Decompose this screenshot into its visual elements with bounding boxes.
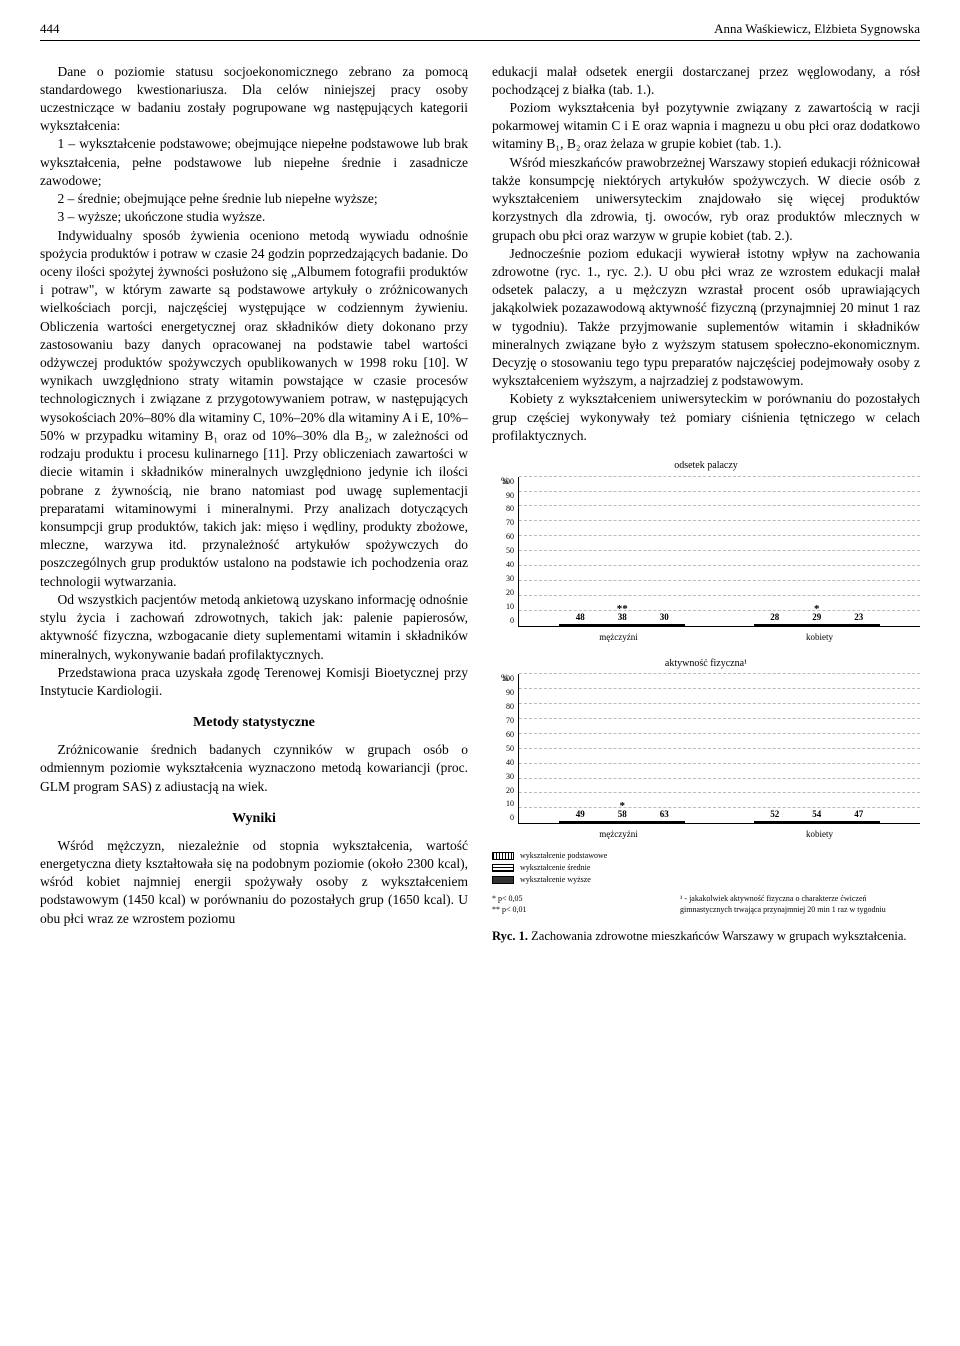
x-label-women: kobiety [719,828,920,840]
bar: 58 [601,821,643,823]
bar: 38 [601,624,643,626]
legend-label: wykształcenie podstawowe [520,850,607,862]
bar-group: 525447 [720,821,915,823]
footnote-note1: ¹ - jakakolwiek aktywność fizyczna o cha… [680,894,920,916]
paragraph: Od wszystkich pacjentów metodą ankietową… [40,591,468,664]
paragraph: Kobiety z wykształceniem uniwersyteckim … [492,390,920,445]
chart-smokers: odsetek palaczy 0102030405060708090100 %… [492,459,920,643]
bar: 54 [796,821,838,823]
paragraph: Zróżnicowanie średnich badanych czynnikó… [40,741,468,796]
paragraph: edukacji malał odsetek energii dostarcza… [492,63,920,99]
legend-item: wykształcenie wyższe [492,874,920,886]
bar-group: 495863* [525,821,720,823]
chart-legend: wykształcenie podstawowe wykształcenie ś… [492,850,920,886]
header-authors: Anna Waśkiewicz, Elżbieta Sygnowska [714,20,920,38]
bar: 28 [754,624,796,626]
legend-item: wykształcenie średnie [492,862,920,874]
paragraph: Indywidualny sposób żywienia oceniono me… [40,227,468,591]
paragraph: Wśród mężczyzn, niezależnie od stopnia w… [40,837,468,928]
chart1-gridlines [519,477,920,626]
chart-footnotes: * p< 0,05 ** p< 0,01 ¹ - jakakolwiek akt… [492,894,920,916]
bar-value-label: 49 [576,808,585,820]
list-item: 3 – wyższe; ukończone studia wyższe. [40,208,468,226]
heading-methods: Metody statystyczne [40,714,468,733]
bar: 63 [643,821,685,823]
paragraph: Poziom wykształcenia był pozytywnie zwią… [492,99,920,154]
page-header: 444 Anna Waśkiewicz, Elżbieta Sygnowska [40,20,920,41]
chart1-y-axis: 0102030405060708090100 [492,477,518,627]
percent-sign: % [501,672,509,684]
swatch-icon [492,852,514,860]
figure-caption-text: Zachowania zdrowotne mieszkańców Warszaw… [531,929,906,943]
bar: 48 [559,624,601,626]
paragraph: Przedstawiona praca uzyskała zgodę Teren… [40,664,468,700]
chart2-plot: % 495863*525447 [518,674,920,824]
bar-group: 483830** [525,624,720,626]
significance-marker: ** [617,602,628,617]
chart-activity: aktywność fizyczna¹ 01020304050607080901… [492,657,920,841]
figure-caption-label: Ryc. 1. [492,929,528,943]
bar-value-label: 23 [854,611,863,623]
x-label-men: mężczyźni [518,631,719,643]
bar-value-label: 28 [770,611,779,623]
chart1-title: odsetek palaczy [492,459,920,473]
bar: 30 [643,624,685,626]
left-column: Dane o poziomie statusu socjoekonomiczne… [40,63,468,945]
chart1-x-labels: mężczyźni kobiety [492,631,920,643]
paragraph: Wśród mieszkańców prawobrzeżnej Warszawy… [492,154,920,245]
chart2-y-axis: 0102030405060708090100 [492,674,518,824]
legend-label: wykształcenie wyższe [520,874,591,886]
figure-caption: Ryc. 1. Zachowania zdrowotne mieszkańców… [492,928,920,945]
swatch-icon [492,864,514,872]
list-item: 2 – średnie; obejmujące pełne średnie lu… [40,190,468,208]
significance-marker: * [814,602,820,617]
paragraph: Jednocześnie poziom edukacji wywierał is… [492,245,920,391]
chart2-x-labels: mężczyźni kobiety [492,828,920,840]
two-column-layout: Dane o poziomie statusu socjoekonomiczne… [40,63,920,945]
legend-item: wykształcenie podstawowe [492,850,920,862]
chart2-gridlines [519,674,920,823]
right-column: edukacji malał odsetek energii dostarcza… [492,63,920,945]
footnote-p001: ** p< 0,01 [492,905,527,916]
list-item: 1 – wykształcenie podstawowe; obejmujące… [40,135,468,190]
x-label-women: kobiety [719,631,920,643]
significance-marker: * [620,799,626,814]
bar: 49 [559,821,601,823]
bar: 23 [838,624,880,626]
page-number: 444 [40,20,60,38]
chart2-title: aktywność fizyczna¹ [492,657,920,671]
heading-results: Wyniki [40,810,468,829]
x-label-men: mężczyźni [518,828,719,840]
percent-sign: % [501,475,509,487]
bar-value-label: 63 [660,808,669,820]
bar-group: 282923* [720,624,915,626]
legend-label: wykształcenie średnie [520,862,590,874]
bar: 29 [796,624,838,626]
bar-value-label: 54 [812,808,821,820]
bar-value-label: 48 [576,611,585,623]
bar: 52 [754,821,796,823]
chart1-plot: % 483830**282923* [518,477,920,627]
footnote-p005: * p< 0,05 [492,894,527,905]
bar-value-label: 30 [660,611,669,623]
bar-value-label: 52 [770,808,779,820]
bar-value-label: 47 [854,808,863,820]
swatch-icon [492,876,514,884]
paragraph: Dane o poziomie statusu socjoekonomiczne… [40,63,468,136]
bar: 47 [838,821,880,823]
